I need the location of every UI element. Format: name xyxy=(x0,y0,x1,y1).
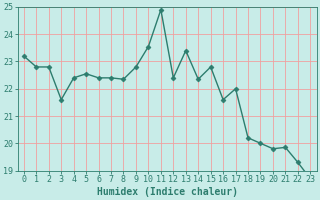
X-axis label: Humidex (Indice chaleur): Humidex (Indice chaleur) xyxy=(97,186,237,197)
